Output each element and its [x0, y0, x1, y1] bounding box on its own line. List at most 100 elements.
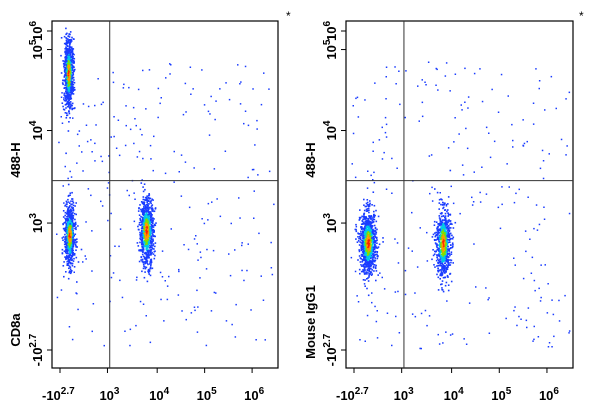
scatter-point: [424, 81, 426, 83]
scatter-point: [64, 51, 66, 53]
scatter-point: [69, 84, 71, 87]
scatter-point: [140, 227, 143, 230]
scatter-point: [364, 99, 366, 101]
scatter-point: [187, 248, 190, 251]
scatter-point: [65, 152, 67, 155]
scatter-point: [365, 247, 367, 250]
scatter-point: [434, 232, 436, 234]
scatter-point: [367, 231, 369, 233]
scatter-point: [377, 274, 379, 276]
scatter-point: [368, 211, 370, 214]
scatter-point: [365, 237, 368, 239]
scatter-point: [140, 243, 143, 246]
scatter-point: [70, 41, 72, 44]
scatter-point: [366, 287, 368, 290]
scatter-point: [169, 73, 171, 75]
scatter-point: [70, 216, 72, 218]
scatter-point: [445, 224, 447, 227]
scatter-point: [373, 213, 375, 216]
scatter-point: [447, 256, 449, 258]
scatter-point: [145, 315, 147, 317]
scatter-point: [143, 205, 145, 208]
scatter-point: [379, 272, 381, 274]
scatter-point: [365, 238, 367, 241]
scatter-point: [544, 264, 546, 266]
scatter-point: [420, 347, 422, 350]
scatter-point: [375, 220, 378, 223]
scatter-point: [152, 169, 154, 172]
scatter-point: [366, 269, 369, 272]
scatter-point: [443, 259, 446, 262]
scatter-point: [149, 240, 152, 242]
scatter-point: [124, 144, 127, 147]
scatter-point: [154, 235, 156, 238]
scatter-point: [66, 88, 68, 91]
scatter-point: [151, 198, 153, 201]
scatter-point: [452, 202, 455, 205]
scatter-point: [433, 224, 436, 226]
scatter-point: [64, 56, 66, 59]
scatter-point: [188, 206, 191, 209]
scatter-point: [75, 249, 77, 251]
scatter-point: [147, 247, 149, 249]
scatter-point: [68, 70, 70, 73]
scatter-point: [150, 215, 153, 218]
scatter-point: [197, 306, 199, 308]
scatter-point: [182, 113, 185, 116]
scatter-point: [68, 271, 70, 274]
scatter-point: [148, 210, 150, 213]
scatter-point: [445, 264, 448, 266]
scatter-point: [505, 317, 507, 320]
scatter-point: [72, 208, 75, 211]
scatter-point: [358, 219, 361, 221]
scatter-point: [441, 272, 444, 274]
scatter-point: [371, 254, 373, 257]
scatter-point: [449, 214, 452, 216]
scatter-point: [366, 208, 369, 210]
scatter-point: [447, 249, 449, 251]
scatter-point: [362, 231, 364, 234]
scatter-point: [117, 119, 120, 121]
scatter-point: [435, 250, 438, 252]
x-tick-label: 105: [491, 386, 511, 403]
scatter-point: [442, 255, 445, 257]
scatter-point: [488, 332, 491, 334]
scatter-point: [441, 243, 443, 245]
scatter-point: [436, 238, 439, 241]
scatter-point: [74, 205, 76, 207]
scatter-point: [363, 239, 365, 242]
scatter-point: [444, 226, 446, 229]
scatter-point: [364, 253, 366, 256]
scatter-point: [445, 257, 448, 260]
scatter-point: [145, 243, 147, 246]
scatter-point: [149, 228, 152, 231]
scatter-point: [447, 213, 450, 216]
scatter-point: [436, 248, 439, 251]
scatter-point: [438, 198, 441, 201]
scatter-point: [366, 203, 369, 206]
scatter-point: [60, 96, 63, 98]
scatter-point: [438, 255, 440, 257]
scatter-point: [538, 287, 540, 290]
scatter-point: [91, 151, 93, 153]
scatter-point: [151, 246, 153, 249]
scatter-point: [442, 235, 444, 238]
scatter-point: [447, 147, 450, 149]
scatter-point: [72, 238, 74, 241]
scatter-point: [72, 88, 74, 90]
scatter-point: [70, 39, 73, 41]
scatter-point: [365, 223, 367, 226]
scatter-point: [365, 234, 367, 236]
scatter-point: [441, 212, 443, 214]
scatter-point: [363, 245, 366, 247]
scatter-point: [367, 205, 369, 207]
scatter-point: [178, 270, 180, 273]
scatter-point: [368, 228, 370, 230]
scatter-point: [446, 232, 448, 234]
scatter-point: [115, 147, 118, 149]
scatter-point: [366, 258, 369, 261]
scatter-point: [446, 274, 449, 277]
scatter-point: [443, 238, 446, 241]
scatter-point: [139, 224, 142, 226]
scatter-point: [445, 255, 448, 258]
